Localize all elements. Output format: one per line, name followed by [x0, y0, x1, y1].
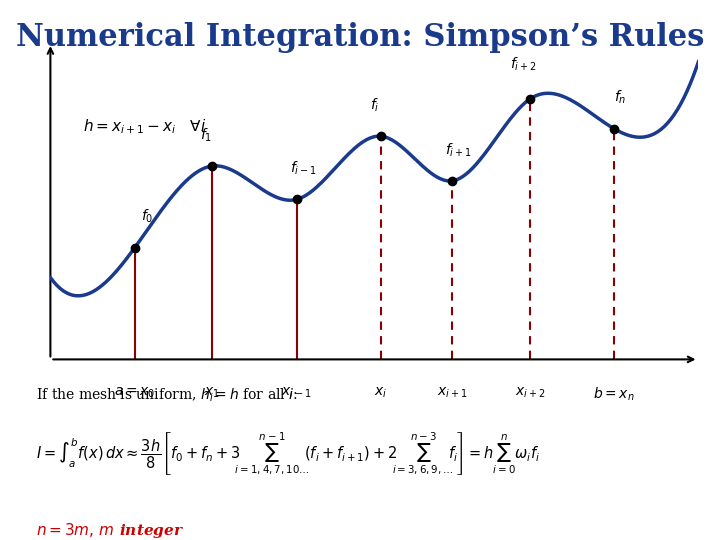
Text: $f_{i+2}$: $f_{i+2}$: [510, 56, 537, 73]
Text: $f_0$: $f_0$: [141, 208, 154, 226]
Text: $h = x_{i+1} - x_i \quad \forall i$: $h = x_{i+1} - x_i \quad \forall i$: [83, 117, 206, 136]
Text: $a = x_0$: $a = x_0$: [114, 386, 156, 400]
Text: $f_{i-1}$: $f_{i-1}$: [289, 160, 317, 177]
Text: $I = \int_a^b f(x)\,dx \approx \dfrac{3h}{8}\left[f_0 + f_n + 3\!\!\sum_{\substa: $I = \int_a^b f(x)\,dx \approx \dfrac{3h…: [35, 430, 540, 477]
Text: $b = x_n$: $b = x_n$: [593, 386, 635, 403]
Text: $x_{i+1}$: $x_{i+1}$: [437, 386, 467, 400]
Text: $x_{i+2}$: $x_{i+2}$: [515, 386, 545, 400]
Text: If the mesh is uniform, $h_i = h$ for all $i$:: If the mesh is uniform, $h_i = h$ for al…: [35, 386, 297, 403]
Text: $f_{i+1}$: $f_{i+1}$: [445, 141, 472, 159]
Text: $f_n$: $f_n$: [614, 89, 627, 106]
Text: $x_1$: $x_1$: [204, 386, 220, 400]
Text: $x_i$: $x_i$: [374, 386, 387, 400]
Text: $f_1$: $f_1$: [200, 126, 212, 144]
Text: Numerical Integration: Simpson’s Rules: Numerical Integration: Simpson’s Rules: [16, 22, 704, 52]
Text: $n = 3m,\, m$ integer: $n = 3m,\, m$ integer: [35, 521, 184, 539]
Text: $f_i$: $f_i$: [369, 97, 379, 114]
Text: $x_{i-1}$: $x_{i-1}$: [282, 386, 312, 400]
